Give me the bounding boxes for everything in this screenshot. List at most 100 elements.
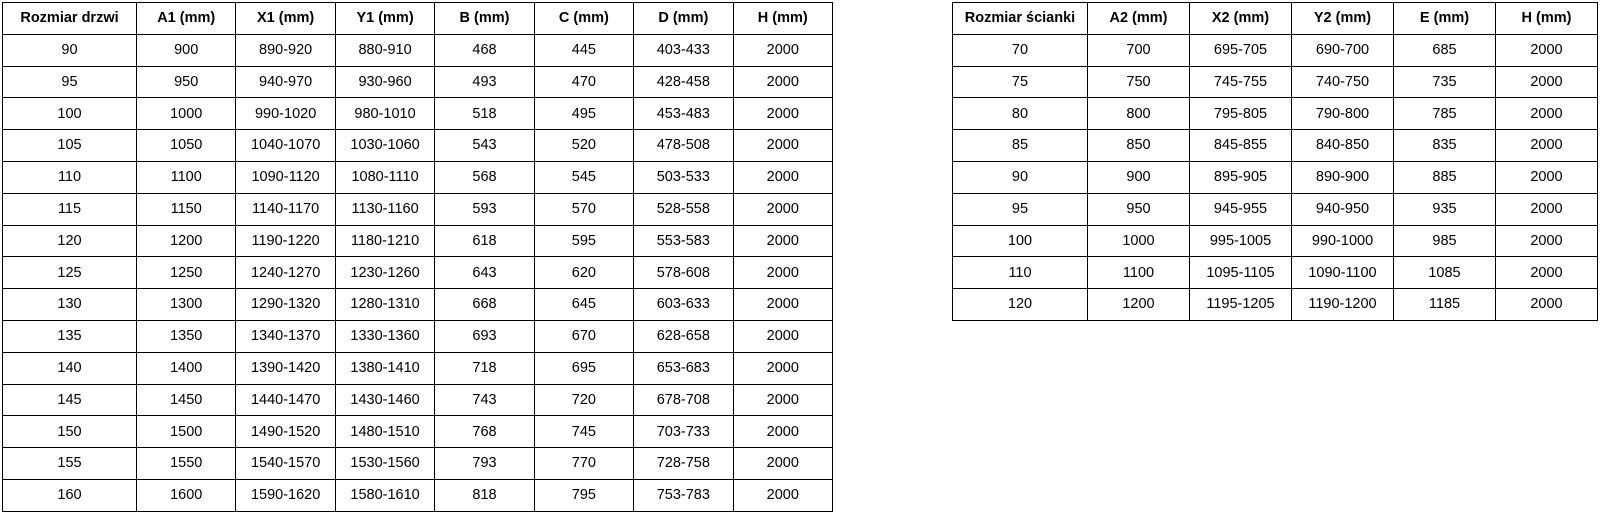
table-row: 105 1050 1040-1070 1030-1060 543 520 478-508 20… <box>2 129 834 162</box>
table-cell: 1250 <box>135 256 237 290</box>
table-cell: 595 <box>533 224 635 258</box>
table-cell: 145 <box>2 383 137 417</box>
column-header: B (mm) <box>434 2 535 35</box>
table-cell: 645 <box>533 288 635 321</box>
table-cell: 745-755 <box>1189 65 1292 99</box>
table-cell: 95 <box>2 65 137 99</box>
table-cell: 620 <box>533 256 635 290</box>
table-cell: 1180-1210 <box>334 224 436 258</box>
table-cell: 130 <box>2 288 137 321</box>
table-cell: 1380-1410 <box>334 351 436 385</box>
table-row: 110 1100 1090-1120 1080-1110 568 545 503-533 20… <box>2 160 834 194</box>
table-cell: 110 <box>2 160 137 194</box>
table-row: 125 1250 1240-1270 1230-1260 643 620 578-608 20… <box>2 256 834 290</box>
table-row: 130 1300 1290-1320 1280-1310 668 645 603-633 20… <box>2 288 834 321</box>
table-cell: 1330-1360 <box>334 319 436 353</box>
table-row: 70 700 695-705 690-700 685 2000 <box>952 33 1598 67</box>
table-cell: 795 <box>533 478 635 512</box>
column-header: Rozmiar ścianki <box>952 2 1088 35</box>
table-cell: 570 <box>533 192 635 226</box>
table-cell: 2000 <box>1495 224 1598 258</box>
table-cell: 1290-1320 <box>235 288 336 321</box>
table-cell: 1550 <box>135 447 237 480</box>
table-cell: 2000 <box>732 65 834 99</box>
table-cell: 690-700 <box>1291 33 1394 67</box>
table-cell: 770 <box>533 447 635 480</box>
table-cell: 840-850 <box>1291 129 1394 162</box>
table-cell: 468 <box>434 33 535 67</box>
table-cell: 1080-1110 <box>334 160 436 194</box>
table-cell: 895-905 <box>1189 160 1292 194</box>
column-header: A2 (mm) <box>1087 2 1190 35</box>
table-cell: 890-900 <box>1291 160 1394 194</box>
column-header: H (mm) <box>1495 2 1598 35</box>
table-cell: 1000 <box>135 97 237 131</box>
table-cell: 155 <box>2 447 137 480</box>
table-cell: 753-783 <box>633 478 734 512</box>
table-cell: 1130-1160 <box>334 192 436 226</box>
table-cell: 1140-1170 <box>235 192 336 226</box>
table-cell: 135 <box>2 319 137 353</box>
table-cell: 1030-1060 <box>334 129 436 162</box>
table-cell: 1590-1620 <box>235 478 336 512</box>
table-cell: 1450 <box>135 383 237 417</box>
table-cell: 1490-1520 <box>235 415 336 449</box>
door-sizes-table: Rozmiar drzwi A1 (mm) X1 (mm) Y1 (mm) B (mm)… <box>2 2 834 512</box>
table-cell: 2000 <box>1495 256 1598 290</box>
table-cell: 115 <box>2 192 137 226</box>
table-cell: 495 <box>533 97 635 131</box>
table-cell: 735 <box>1393 65 1496 99</box>
table-cell: 1090-1100 <box>1291 256 1394 290</box>
table-cell: 1280-1310 <box>334 288 436 321</box>
table-cell: 70 <box>952 33 1088 67</box>
table-cell: 795-805 <box>1189 97 1292 131</box>
table-cell: 885 <box>1393 160 1496 194</box>
table-cell: 950 <box>135 65 237 99</box>
table-cell: 543 <box>434 129 535 162</box>
table-cell: 1340-1370 <box>235 319 336 353</box>
table-cell: 2000 <box>1495 288 1598 321</box>
table-cell: 2000 <box>732 415 834 449</box>
table-row: 90 900 895-905 890-900 885 2000 <box>952 160 1598 194</box>
table-cell: 445 <box>533 33 635 67</box>
table-cell: 603-633 <box>633 288 734 321</box>
table-cell: 520 <box>533 129 635 162</box>
table-cell: 850 <box>1087 129 1190 162</box>
table-row: 150 1500 1490-1520 1480-1510 768 745 703-733 20… <box>2 415 834 449</box>
table-cell: 1500 <box>135 415 237 449</box>
table-cell: 2000 <box>732 160 834 194</box>
table-cell: 1350 <box>135 319 237 353</box>
table-cell: 2000 <box>1495 33 1598 67</box>
table-cell: 75 <box>952 65 1088 99</box>
table-cell: 2000 <box>732 97 834 131</box>
table-cell: 835 <box>1393 129 1496 162</box>
table-cell: 1580-1610 <box>334 478 436 512</box>
table-cell: 1090-1120 <box>235 160 336 194</box>
column-header: Rozmiar drzwi <box>2 2 137 35</box>
table-cell: 785 <box>1393 97 1496 131</box>
table-cell: 945-955 <box>1189 192 1292 226</box>
table-cell: 1400 <box>135 351 237 385</box>
table-cell: 2000 <box>732 33 834 67</box>
table-cell: 900 <box>1087 160 1190 194</box>
table-cell: 2000 <box>732 129 834 162</box>
table-cell: 478-508 <box>633 129 734 162</box>
table-cell: 1150 <box>135 192 237 226</box>
table-cell: 2000 <box>732 256 834 290</box>
table-row: 155 1550 1540-1570 1530-1560 793 770 728-758 20… <box>2 447 834 480</box>
door-table-body: 90 900 890-920 880-910 468 445 403-433 2000 95 95… <box>2 33 834 512</box>
table-cell: 100 <box>2 97 137 131</box>
table-cell: 2000 <box>732 351 834 385</box>
table-cell: 695 <box>533 351 635 385</box>
table-cell: 2000 <box>1495 129 1598 162</box>
table-cell: 80 <box>952 97 1088 131</box>
table-cell: 2000 <box>732 224 834 258</box>
table-cell: 950 <box>1087 192 1190 226</box>
table-cell: 1390-1420 <box>235 351 336 385</box>
table-cell: 1440-1470 <box>235 383 336 417</box>
table-cell: 818 <box>434 478 535 512</box>
table-cell: 1040-1070 <box>235 129 336 162</box>
table-cell: 470 <box>533 65 635 99</box>
table-cell: 568 <box>434 160 535 194</box>
